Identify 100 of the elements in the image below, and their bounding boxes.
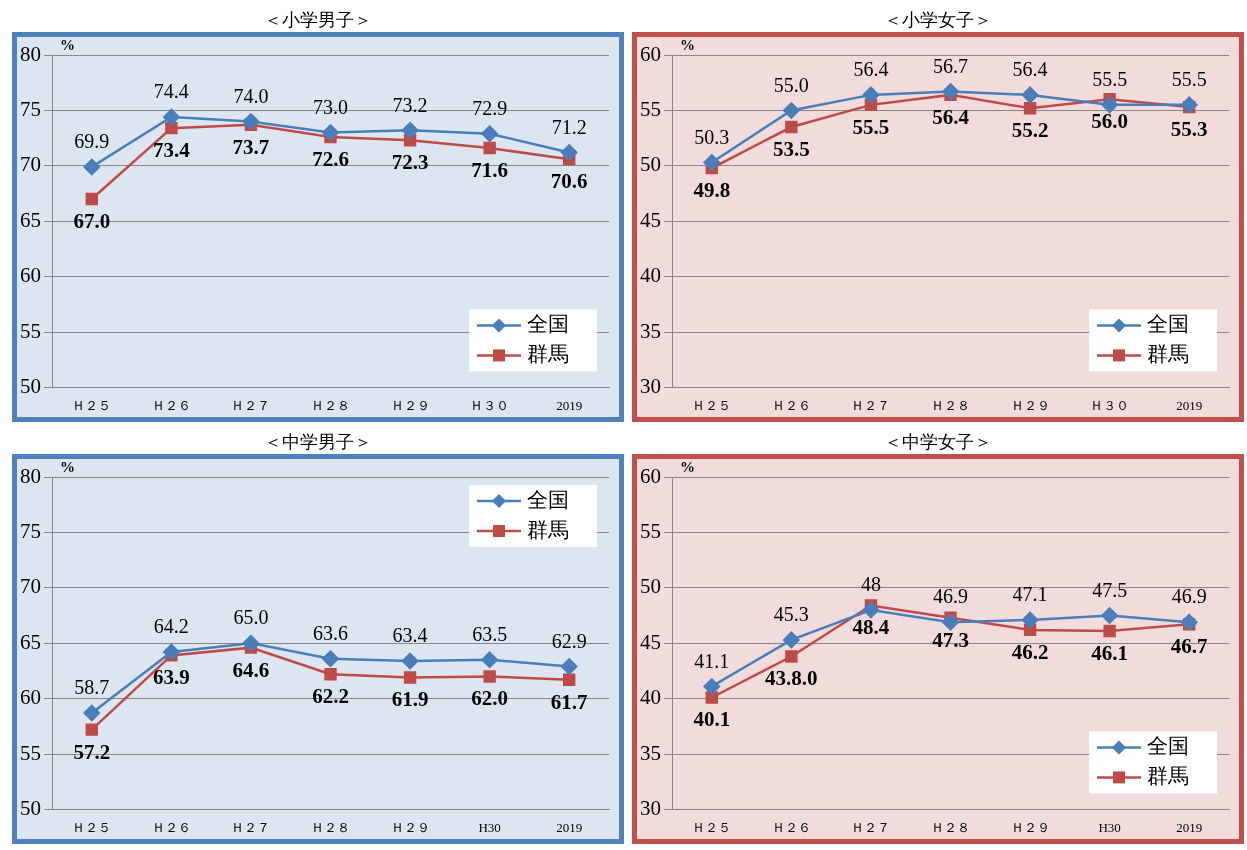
x-tick-label: Ｈ２５ xyxy=(692,397,732,413)
data-label: 46.7 xyxy=(1170,634,1208,659)
y-tick-label: 60 xyxy=(640,463,661,488)
x-tick-label: Ｈ２７ xyxy=(851,397,891,413)
data-label: 55.3 xyxy=(1170,117,1208,141)
y-tick-label: 55 xyxy=(20,740,41,765)
data-label: 41.1 xyxy=(694,649,730,672)
x-tick-label: Ｈ２７ xyxy=(851,819,891,835)
y-tick-label: 80 xyxy=(20,463,41,488)
x-tick-label: Ｈ２５ xyxy=(72,819,112,835)
x-tick-label: H30 xyxy=(1098,819,1121,835)
x-tick-label: Ｈ２７ xyxy=(231,819,271,835)
data-label: 40.1 xyxy=(693,707,731,732)
y-tick-label: 70 xyxy=(20,574,41,599)
data-label: 47.5 xyxy=(1092,578,1128,601)
legend-label: 群馬 xyxy=(527,341,569,366)
x-tick-label: 2019 xyxy=(556,397,583,413)
y-tick-label: 35 xyxy=(640,740,661,765)
y-axis-title: % xyxy=(680,37,695,54)
data-label: 72.9 xyxy=(472,96,508,119)
y-tick-label: 80 xyxy=(20,41,41,66)
data-label: 46.9 xyxy=(933,585,968,608)
data-label: 72.3 xyxy=(391,150,429,175)
data-label: 55.5 xyxy=(1171,68,1207,91)
data-label: 62.9 xyxy=(551,629,587,652)
data-label: 55.5 xyxy=(1092,68,1128,91)
data-label: 46.9 xyxy=(1171,585,1207,608)
legend-label: 全国 xyxy=(1147,733,1189,758)
data-label: 67.0 xyxy=(73,208,111,233)
y-axis-title: % xyxy=(680,459,695,476)
x-tick-label: Ｈ２８ xyxy=(931,397,970,413)
data-label: 47.1 xyxy=(1012,583,1048,606)
data-label: 55.2 xyxy=(1011,118,1049,143)
x-tick-label: 2019 xyxy=(1176,397,1203,413)
legend-label: 群馬 xyxy=(1147,763,1189,788)
data-label: 63.6 xyxy=(313,621,348,644)
data-label: 64.6 xyxy=(232,657,270,682)
x-tick-label: 2019 xyxy=(556,819,583,835)
x-tick-label: Ｈ２９ xyxy=(390,819,430,835)
data-label: 53.5 xyxy=(772,136,810,161)
data-label: 73.4 xyxy=(152,138,191,163)
legend-label: 群馬 xyxy=(527,517,569,542)
y-tick-label: 50 xyxy=(20,795,41,820)
data-label: 71.2 xyxy=(551,115,587,138)
data-label: 74.4 xyxy=(153,80,189,103)
data-label: 56.7 xyxy=(933,54,968,77)
y-tick-label: 65 xyxy=(20,629,41,654)
data-label: 62.0 xyxy=(471,686,509,711)
y-tick-label: 70 xyxy=(20,152,41,177)
data-label: 56.4 xyxy=(1012,58,1048,81)
data-label: 62.2 xyxy=(312,684,349,709)
data-label: 61.9 xyxy=(391,687,429,712)
y-tick-label: 45 xyxy=(640,207,661,232)
data-label: 55.5 xyxy=(852,114,890,139)
data-label: 64.2 xyxy=(153,615,189,638)
x-tick-label: Ｈ３０ xyxy=(470,397,510,413)
y-tick-label: 60 xyxy=(20,263,41,288)
chart-title: ＜小学女子＞ xyxy=(883,9,993,32)
x-tick-label: Ｈ２６ xyxy=(151,397,191,413)
data-label: 56.0 xyxy=(1091,109,1129,134)
x-tick-label: 2019 xyxy=(1176,819,1203,835)
data-label: 74.0 xyxy=(233,84,269,107)
y-tick-label: 55 xyxy=(640,96,661,121)
legend-label: 全国 xyxy=(1147,311,1189,336)
chart-title: ＜中学女子＞ xyxy=(883,431,993,454)
data-label: 73.7 xyxy=(232,134,270,159)
y-axis-title: % xyxy=(60,459,75,476)
x-tick-label: H30 xyxy=(478,819,501,835)
y-tick-label: 75 xyxy=(20,96,41,121)
chart-title: ＜中学男子＞ xyxy=(263,431,373,454)
x-tick-label: Ｈ２７ xyxy=(231,397,271,413)
y-axis-title: % xyxy=(60,37,75,54)
y-tick-label: 40 xyxy=(640,263,661,288)
x-tick-label: Ｈ２６ xyxy=(771,397,811,413)
x-tick-label: Ｈ２９ xyxy=(390,397,430,413)
y-tick-label: 60 xyxy=(640,41,661,66)
data-label: 56.4 xyxy=(932,104,970,129)
x-tick-label: Ｈ２５ xyxy=(72,397,112,413)
y-tick-label: 40 xyxy=(640,685,661,710)
data-label: 48.4 xyxy=(852,615,890,640)
data-label: 63.5 xyxy=(472,623,508,646)
data-label: 57.2 xyxy=(73,739,111,764)
y-tick-label: 45 xyxy=(640,629,661,654)
x-tick-label: Ｈ２６ xyxy=(771,819,811,835)
data-label: 65.0 xyxy=(233,606,269,629)
data-label: 46.1 xyxy=(1091,640,1129,665)
y-tick-label: 60 xyxy=(20,685,41,710)
data-label: 55.0 xyxy=(773,73,809,96)
y-tick-label: 75 xyxy=(20,518,41,543)
data-label: 70.6 xyxy=(550,169,588,194)
data-label: 43.8.0 xyxy=(765,666,818,691)
data-label: 72.6 xyxy=(312,146,349,171)
data-label: 49.8 xyxy=(693,177,731,202)
data-label: 69.9 xyxy=(74,130,110,153)
data-label: 71.6 xyxy=(471,157,509,182)
data-label: 61.7 xyxy=(550,689,588,714)
data-label: 48 xyxy=(860,573,881,596)
data-label: 73.2 xyxy=(392,93,428,116)
data-label: 58.7 xyxy=(74,676,110,699)
y-tick-label: 65 xyxy=(20,207,41,232)
